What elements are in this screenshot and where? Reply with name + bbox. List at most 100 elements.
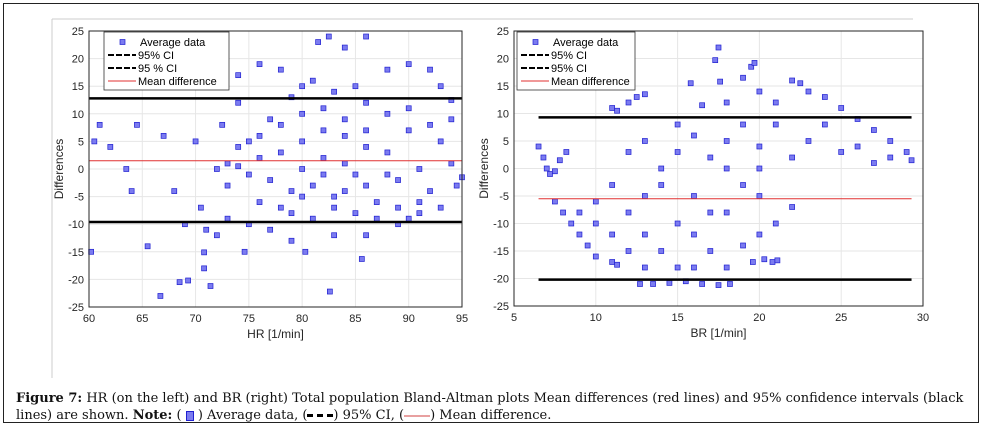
data-point	[723, 138, 730, 144]
data-point	[288, 188, 295, 194]
legend-box	[103, 31, 230, 91]
data-point	[384, 171, 391, 178]
data-point	[341, 116, 348, 123]
y-tick-label: -10	[68, 219, 84, 231]
data-point	[331, 88, 337, 95]
x-tick-label: 5	[511, 312, 517, 324]
data-point	[584, 242, 591, 249]
data-point	[756, 143, 763, 150]
data-point	[327, 288, 333, 295]
data-point	[325, 33, 332, 40]
data-point	[331, 193, 337, 200]
y-tick-label: -25	[493, 301, 509, 313]
data-point	[288, 210, 295, 217]
data-point	[687, 80, 694, 87]
data-point	[203, 226, 210, 233]
data-point	[717, 78, 723, 85]
data-point	[299, 166, 305, 172]
data-point	[609, 231, 616, 238]
hr-bland-altman-plot: 60 65 70 75 80 85 90 95 -25 -20 -15 -10 -5 0 5 10 15 20 25…	[52, 26, 468, 341]
data-point	[805, 88, 812, 95]
axes-box	[88, 30, 463, 308]
x-tick-label: 20	[753, 312, 765, 324]
data-point	[256, 199, 263, 205]
data-point	[637, 281, 643, 287]
y-tick-label: 0	[503, 164, 509, 176]
data-point	[674, 149, 681, 155]
data-point	[723, 209, 730, 216]
data-point	[691, 264, 697, 271]
data-point	[448, 116, 455, 123]
data-point	[674, 264, 681, 271]
data-point	[535, 143, 542, 150]
data-point	[625, 209, 632, 216]
data-point	[373, 215, 380, 222]
data-point	[650, 281, 656, 287]
x-tick-label: 30	[917, 312, 929, 324]
mean-line-icon	[404, 414, 431, 417]
data-point	[699, 102, 705, 109]
data-point	[352, 83, 359, 90]
y-axis-label: Differences	[52, 139, 66, 199]
legend-marker-icon	[532, 39, 539, 45]
data-point	[448, 160, 455, 167]
data-point	[277, 204, 284, 211]
x-tick-label: 15	[671, 312, 683, 324]
data-point	[625, 248, 632, 254]
data-point	[609, 105, 616, 111]
data-point	[235, 99, 242, 106]
data-point	[235, 144, 242, 150]
data-point	[267, 226, 274, 233]
x-axis-label: HR [1/min]	[247, 327, 304, 341]
data-point	[552, 168, 558, 175]
data-point	[96, 121, 103, 128]
caption-figure-label: Figure 7:	[16, 391, 83, 406]
data-point	[214, 232, 220, 239]
x-tick-label: 85	[349, 313, 361, 325]
data-point	[592, 253, 599, 260]
data-point	[740, 182, 746, 188]
data-point	[235, 72, 242, 79]
data-point	[363, 232, 369, 239]
data-point	[772, 220, 779, 227]
data-point	[563, 149, 570, 155]
data-point	[309, 77, 316, 84]
y-tick-label: -15	[493, 246, 509, 258]
data-point	[363, 33, 369, 40]
data-point	[405, 127, 412, 134]
data-point	[715, 44, 722, 51]
data-point	[277, 66, 284, 73]
y-tick-label: -10	[493, 219, 509, 231]
data-point	[207, 283, 214, 289]
y-tick-label: 5	[503, 136, 509, 148]
y-tick-label: 20	[497, 54, 509, 66]
y-tick-label: -15	[68, 247, 84, 259]
br-bland-altman-plot: 5 10 15 20 25 30 -25 -20 -15 -10 -5 0 5 10 15 20 25 BR [1…	[477, 26, 929, 340]
legend-entry: 95% CI	[551, 50, 587, 62]
data-point	[625, 149, 632, 155]
data-point	[699, 281, 705, 287]
data-point	[384, 110, 391, 117]
data-point	[160, 133, 167, 139]
data-point	[576, 231, 583, 238]
x-tick-label: 25	[835, 312, 847, 324]
data-point	[723, 264, 730, 271]
data-point	[727, 281, 733, 287]
data-point	[267, 177, 274, 183]
x-tick-label: 60	[83, 313, 95, 325]
data-point	[246, 171, 252, 178]
data-point	[171, 188, 178, 194]
caption-paren: (	[176, 408, 186, 423]
data-point	[288, 237, 295, 244]
data-point	[373, 199, 380, 205]
caption-text: HR (on the left) and BR (right) Total po…	[16, 391, 964, 423]
y-tick-label: -20	[68, 274, 84, 286]
legend-entry: 95% CI	[138, 50, 174, 62]
data-point	[128, 188, 135, 194]
data-point	[437, 83, 444, 90]
data-point	[405, 105, 412, 112]
data-point	[903, 149, 910, 155]
legend-entry: Average data	[140, 37, 206, 49]
data-point	[707, 248, 714, 254]
